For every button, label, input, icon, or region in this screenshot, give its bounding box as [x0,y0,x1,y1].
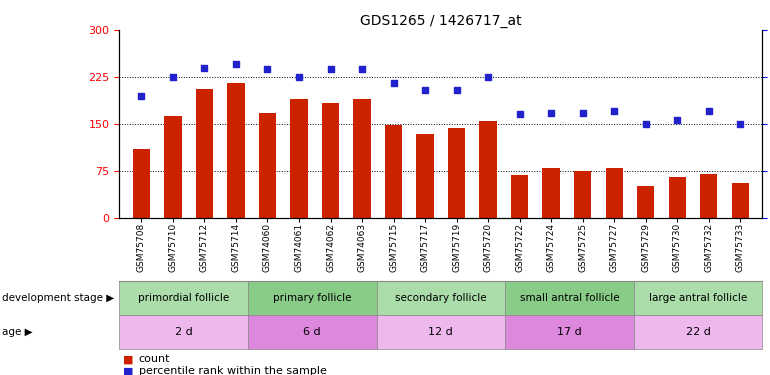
Text: percentile rank within the sample: percentile rank within the sample [139,366,326,375]
Bar [196,89,213,218]
Bar [164,116,182,218]
Point [229,61,242,67]
Bar [668,177,686,218]
Point [293,74,305,80]
Bar [132,149,150,217]
Text: primordial follicle: primordial follicle [138,293,229,303]
Bar [322,103,339,218]
Bar [448,128,465,217]
Bar [732,183,749,218]
Bar [227,83,245,218]
Text: development stage ▶: development stage ▶ [2,293,114,303]
Point [702,108,715,114]
Text: ■: ■ [123,354,134,364]
Text: 2 d: 2 d [175,327,192,337]
Text: ■: ■ [123,366,134,375]
Point [545,110,557,116]
Point [450,87,463,93]
Bar [259,112,276,218]
Point [324,66,336,72]
Text: small antral follicle: small antral follicle [520,293,619,303]
Bar [543,168,560,217]
Point [167,74,179,80]
Bar [700,174,718,217]
Bar [417,134,434,218]
Point [482,74,494,80]
Point [514,111,526,117]
Bar [574,171,591,217]
Bar [290,99,308,218]
Text: large antral follicle: large antral follicle [649,293,747,303]
Point [608,108,621,114]
Point [734,121,746,127]
Bar [511,175,528,217]
Point [577,110,589,116]
Text: primary follicle: primary follicle [273,293,351,303]
Bar [353,99,370,218]
Bar [637,186,654,218]
Bar [385,125,402,217]
Point [387,80,400,86]
Text: age ▶: age ▶ [2,327,32,337]
Text: 17 d: 17 d [557,327,582,337]
Text: 12 d: 12 d [428,327,454,337]
Text: secondary follicle: secondary follicle [395,293,487,303]
Point [261,66,273,72]
Bar [480,121,497,218]
Point [419,87,431,93]
Text: count: count [139,354,170,364]
Bar [605,168,623,217]
Point [356,66,368,72]
Point [199,64,211,70]
Text: 6 d: 6 d [303,327,321,337]
Title: GDS1265 / 1426717_at: GDS1265 / 1426717_at [360,13,521,28]
Point [136,93,148,99]
Point [671,117,683,123]
Text: 22 d: 22 d [685,327,711,337]
Point [640,121,652,127]
